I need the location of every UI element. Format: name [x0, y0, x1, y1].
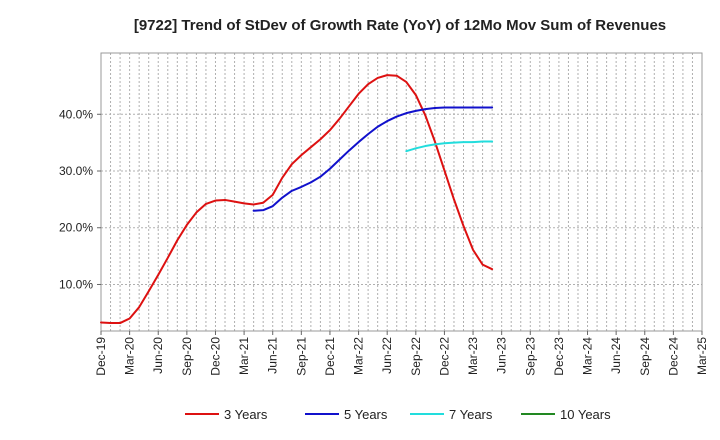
x-tick-label: Mar-21: [237, 337, 251, 375]
x-tick-label: Dec-21: [323, 337, 337, 376]
legend: 3 Years 5 Years 7 Years 10 Years: [185, 407, 611, 422]
legend-label: 10 Years: [560, 407, 611, 422]
plot-frame: [100, 52, 703, 332]
series-line-3-years: [100, 74, 494, 325]
x-tick-label: Mar-25: [695, 337, 709, 375]
x-tick-label: Mar-22: [352, 337, 366, 375]
grid-lines: [101, 53, 702, 331]
x-tick-label: Sep-23: [523, 337, 537, 376]
x-tick-label: Dec-24: [666, 337, 680, 376]
x-tick-label: Sep-22: [409, 337, 423, 376]
y-tick-label: 10.0%: [59, 277, 93, 291]
x-tick-label: Sep-21: [294, 337, 308, 376]
series-line-7-years: [405, 140, 494, 153]
legend-label: 5 Years: [344, 407, 388, 422]
y-axis: 10.0% 20.0% 30.0% 40.0%: [59, 107, 101, 291]
x-axis: Dec-19 Mar-20 Jun-20 Sep-20 Dec-20 Mar-21 Jun-…: [94, 331, 709, 376]
x-tick-label: Jun-21: [266, 337, 280, 374]
x-tick-label: Dec-20: [208, 337, 222, 376]
x-tick-label: Sep-20: [180, 337, 194, 376]
x-tick-label: Dec-23: [552, 337, 566, 376]
y-tick-label: 20.0%: [59, 221, 93, 235]
x-tick-label: Jun-20: [151, 337, 165, 374]
y-tick-label: 30.0%: [59, 164, 93, 178]
series-lines: [100, 74, 494, 325]
legend-label: 3 Years: [224, 407, 268, 422]
x-tick-label: Jun-22: [380, 337, 394, 374]
chart-title: [9722] Trend of StDev of Growth Rate (Yo…: [134, 17, 666, 34]
series-line-5-years: [252, 106, 494, 212]
x-tick-label: Jun-23: [495, 337, 509, 374]
x-tick-label: Jun-24: [609, 337, 623, 374]
y-tick-label: 40.0%: [59, 107, 93, 121]
x-tick-label: Dec-19: [94, 337, 108, 376]
x-tick-label: Dec-22: [437, 337, 451, 376]
x-tick-label: Sep-24: [638, 337, 652, 376]
x-tick-label: Mar-24: [581, 337, 595, 375]
x-tick-label: Mar-20: [123, 337, 137, 375]
legend-label: 7 Years: [449, 407, 493, 422]
x-tick-label: Mar-23: [466, 337, 480, 375]
